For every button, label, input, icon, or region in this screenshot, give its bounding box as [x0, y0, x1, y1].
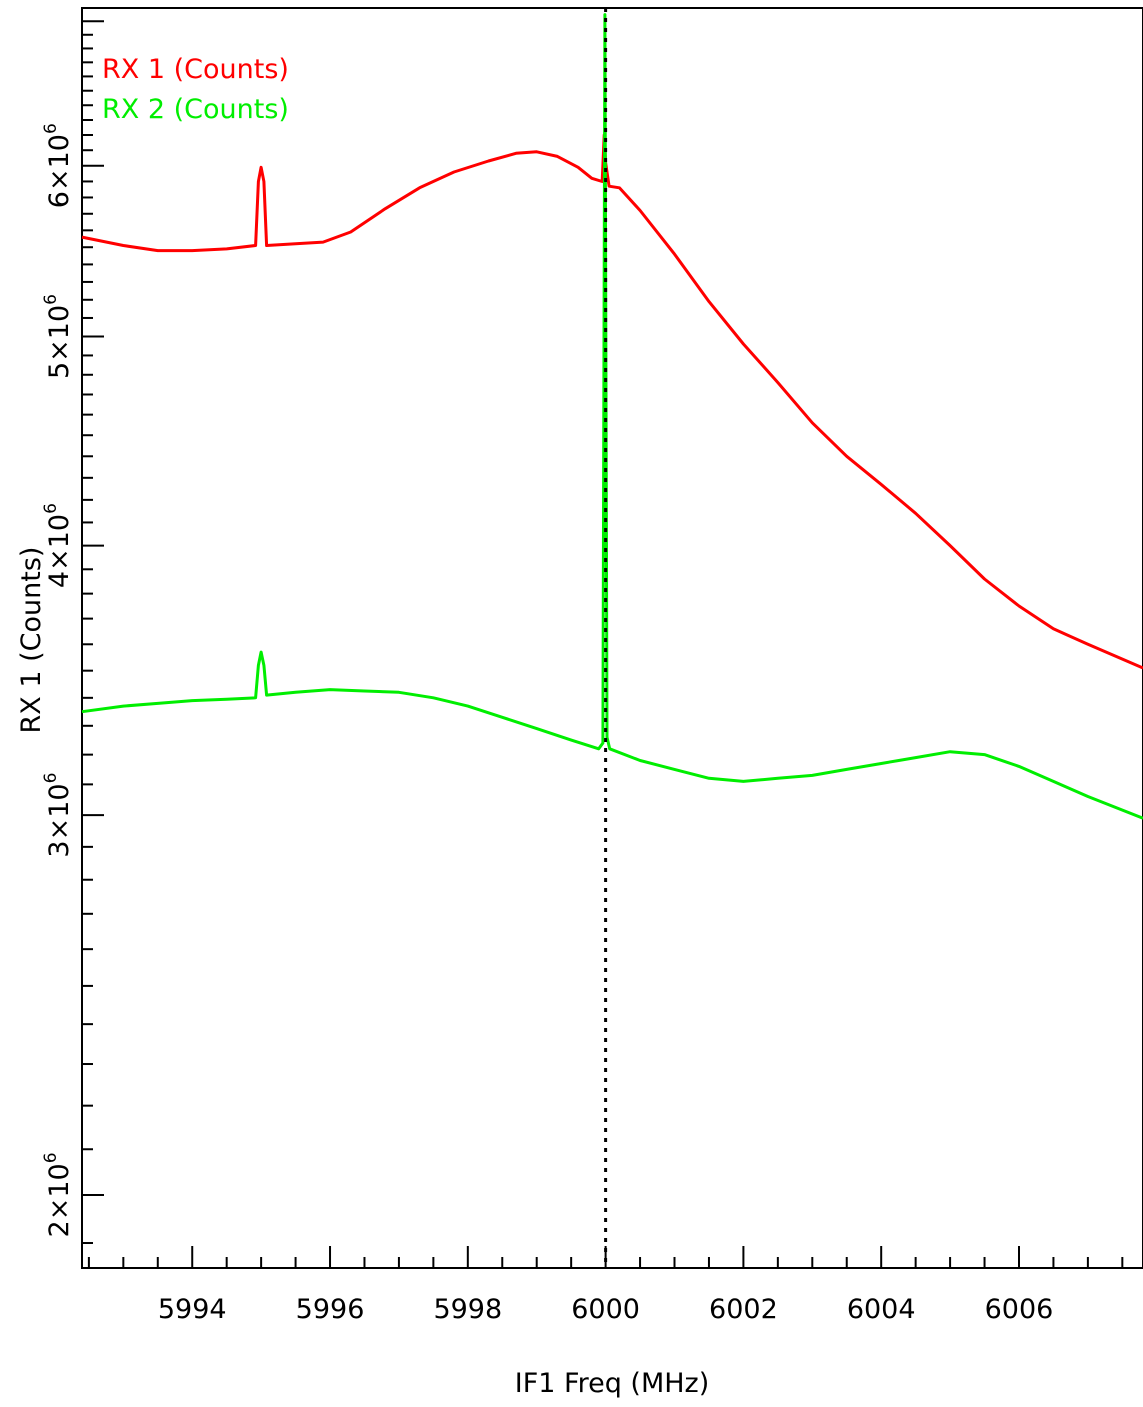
y-tick-label: 2×106	[41, 1152, 75, 1237]
plot-frame	[81, 7, 1143, 1269]
y-tick-label: 4×106	[41, 503, 75, 588]
x-tick-label: 6000	[571, 1294, 640, 1325]
x-tick-label: 5998	[433, 1294, 502, 1325]
x-tick-label: 6002	[709, 1294, 778, 1325]
x-ticks: 5994 5996 5998 6000 6002 6004 6006	[87, 1246, 1124, 1325]
x-tick-label: 5994	[158, 1294, 227, 1325]
y-axis-title: RX 1 (Counts)	[16, 547, 47, 734]
series-line-rx1	[81, 133, 1143, 670]
x-tick-label: 6006	[985, 1294, 1054, 1325]
series-layer	[81, 8, 1143, 1268]
series-line-rx2	[81, 13, 1143, 820]
y-tick-label: 3×106	[41, 773, 75, 858]
y-tick-label: 6×106	[41, 123, 75, 208]
x-axis-title: IF1 Freq (MHz)	[515, 1368, 710, 1399]
svg-text:6×106: 6×106	[41, 123, 75, 208]
svg-text:5×106: 5×106	[41, 294, 75, 379]
x-tick-label: 5996	[296, 1294, 365, 1325]
legend: RX 1 (Counts) RX 2 (Counts)	[102, 54, 289, 125]
legend-entry-rx2: RX 2 (Counts)	[102, 94, 289, 125]
svg-text:4×106: 4×106	[41, 503, 75, 588]
y-tick-label: 5×106	[41, 294, 75, 379]
svg-text:2×106: 2×106	[41, 1152, 75, 1237]
x-tick-label: 6004	[847, 1294, 916, 1325]
legend-entry-rx1: RX 1 (Counts)	[102, 54, 289, 85]
y-ticks: 2×106 3×106 4×106 5×106 6×106	[41, 7, 104, 1245]
svg-text:3×106: 3×106	[41, 773, 75, 858]
